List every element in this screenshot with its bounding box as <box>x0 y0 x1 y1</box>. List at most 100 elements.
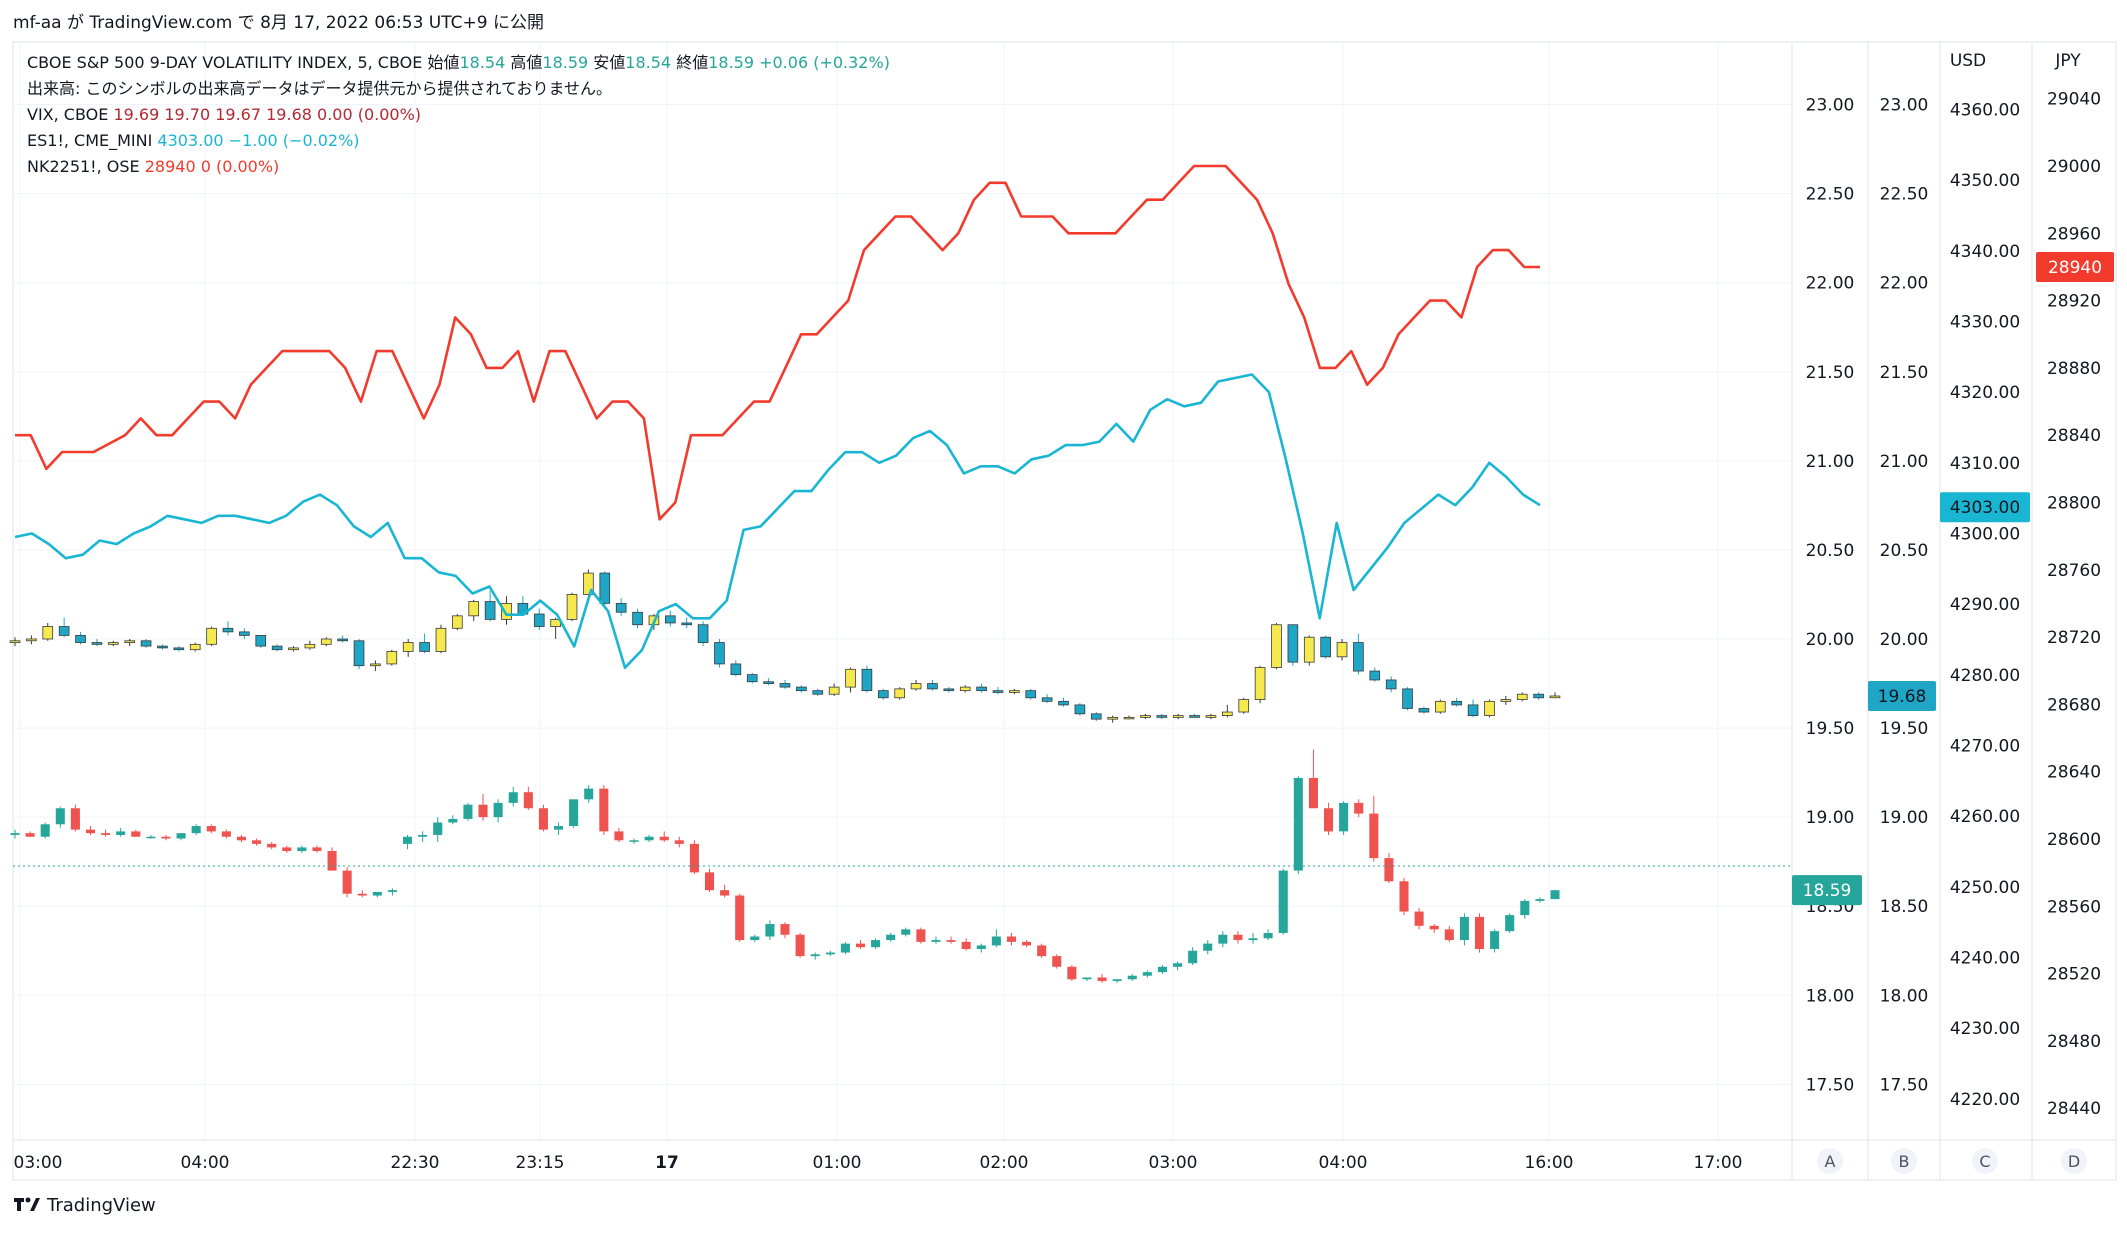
vix9d-candle-body <box>1188 950 1198 964</box>
scale-b-tick: 17.50 <box>1880 1075 1929 1095</box>
vix-candle <box>419 633 430 654</box>
scale-a-tick: 17.50 <box>1806 1075 1855 1095</box>
legend-symbol: CBOE S&P 500 9-DAY VOLATILITY INDEX, 5, … <box>27 53 427 72</box>
vix9d-candle <box>1097 973 1107 983</box>
vix-candle-body <box>58 626 70 636</box>
vix-candle-body <box>1320 636 1331 658</box>
vix9d-candle-body <box>523 792 533 809</box>
vix9d-candle <box>236 834 246 843</box>
vix-candle <box>1385 676 1397 693</box>
legend-main: CBOE S&P 500 9-DAY VOLATILITY INDEX, 5, … <box>27 53 890 72</box>
vix-candle <box>1369 667 1381 682</box>
vix-candle-body <box>763 681 774 684</box>
vix9d-candle <box>1414 908 1424 930</box>
vix9d-candle <box>357 890 367 898</box>
vix9d-candle <box>523 786 533 811</box>
vix-candle-body <box>1058 700 1069 706</box>
vix9d-candle-body <box>448 818 458 823</box>
vix-candle <box>1271 622 1282 670</box>
vix-candle-body <box>26 638 37 642</box>
vix9d-candle-body <box>418 834 428 837</box>
vix-candle <box>271 644 283 652</box>
vix9d-candle-body <box>206 826 216 832</box>
vix9d-candle-body <box>40 824 50 837</box>
vix9d-candle <box>312 845 322 853</box>
price-scale-a[interactable]: 23.00 22.50 22.00 21.50 21.00 20.50 20.00 19.50… <box>1806 96 1855 1096</box>
vix-candle <box>714 638 725 668</box>
scale-mode-button[interactable]: A <box>1817 1148 1843 1174</box>
vix-candle <box>304 640 316 650</box>
vix9d-candle-body <box>810 954 820 957</box>
time-tick: 17:00 <box>1694 1153 1743 1173</box>
scale-a-tick: 20.00 <box>1806 630 1855 650</box>
vix9d-candle-body <box>176 833 186 839</box>
scale-d-tick: 28480 <box>2047 1032 2101 1052</box>
vix-candle <box>812 688 824 696</box>
vix9d-candle-body <box>55 808 65 825</box>
vix9d-candle-body <box>599 788 609 832</box>
vix-candle <box>1009 688 1020 695</box>
scale-a-tick: 21.50 <box>1806 363 1855 383</box>
price-scale-d[interactable]: JPY 29040 29000 28960 28920 28880 28840 28800 28… <box>2047 51 2101 1119</box>
vix-candle-body <box>239 631 250 636</box>
vix-candle <box>779 679 791 689</box>
scale-mode-button[interactable]: B <box>1891 1148 1917 1174</box>
vix9d-candle <box>931 936 941 944</box>
vix-candle-body <box>845 668 856 688</box>
vix-candle-body <box>714 642 725 665</box>
vix-candle-body <box>419 642 430 652</box>
vix9d-candle-body <box>146 836 156 839</box>
vix-candle <box>1287 624 1299 666</box>
vix9d-candle-body <box>840 943 850 953</box>
legend-nk: NK2251!, OSE 28940 0 (0.00%) <box>27 157 279 176</box>
vix9d-candle-body <box>720 890 730 896</box>
scale-a-tick: 22.00 <box>1806 274 1855 294</box>
vix9d-candle-body <box>674 840 684 844</box>
vix-last-price-bg <box>1868 681 1936 711</box>
vix9d-candle <box>991 929 1001 948</box>
vix9d-candle-body <box>1535 899 1545 901</box>
vix9d-candle <box>569 799 579 828</box>
price-scale-c[interactable]: USD 4360.00 4350.00 4340.00 4330.00 4320.00 43… <box>1950 51 2020 1110</box>
vix-candle-body <box>1287 624 1299 663</box>
tradingview-logo[interactable]: TradingView <box>14 1195 156 1216</box>
vix-candle-body <box>976 686 987 692</box>
vix-candle-body <box>1369 670 1381 681</box>
vix9d-candle-body <box>312 847 322 851</box>
vix9d-candle-body <box>191 826 201 834</box>
vix-candle <box>1402 687 1413 711</box>
vix9d-candle-body <box>886 934 896 941</box>
vix9d-candle <box>961 938 971 951</box>
vix9d-candle-body <box>1550 890 1560 900</box>
price-scale-b[interactable]: 23.00 22.50 22.00 21.50 21.00 20.50 20.00 19.50… <box>1880 96 1929 1096</box>
vix9d-candle <box>674 836 684 848</box>
vix9d-candle-body <box>1429 925 1439 930</box>
vix-candle <box>763 678 774 686</box>
vix-candle <box>1090 712 1102 721</box>
vix9d-candle-body <box>1414 911 1424 926</box>
vix-candle-body <box>1467 704 1479 716</box>
vix9d-candle <box>1339 801 1349 835</box>
legend-vix: VIX, CBOE 19.69 19.70 19.67 19.68 0.00 (… <box>27 105 421 124</box>
vix-candle <box>157 644 168 650</box>
vix-candle <box>239 628 250 639</box>
vix9d-candle-body <box>25 833 35 837</box>
time-scale[interactable]: 03:00 04:00 22:30 23:15 17 01:00 02:00 03:00 04:… <box>14 1148 2088 1174</box>
nk-last-price: 28940 <box>2048 258 2102 278</box>
vix-candle <box>1500 696 1512 705</box>
scale-mode-button[interactable]: D <box>2061 1148 2087 1174</box>
scale-d-tick: 28840 <box>2047 426 2101 446</box>
vix-candle <box>877 688 889 700</box>
vix-candle-body <box>730 663 742 676</box>
tradingview-logo-icon <box>14 1197 40 1211</box>
scale-mode-button[interactable]: C <box>1972 1148 1998 1174</box>
vix-candle-body <box>1123 716 1135 720</box>
legend-l-label: 安値 <box>593 53 625 72</box>
vix9d-candle <box>765 920 775 941</box>
legend-vix-label: VIX, CBOE <box>27 105 113 124</box>
vix9d-candle <box>554 822 564 835</box>
vix9d-candle-body <box>493 802 503 818</box>
vix9d-candle <box>538 804 548 832</box>
vix9d-candle-body <box>236 836 246 841</box>
